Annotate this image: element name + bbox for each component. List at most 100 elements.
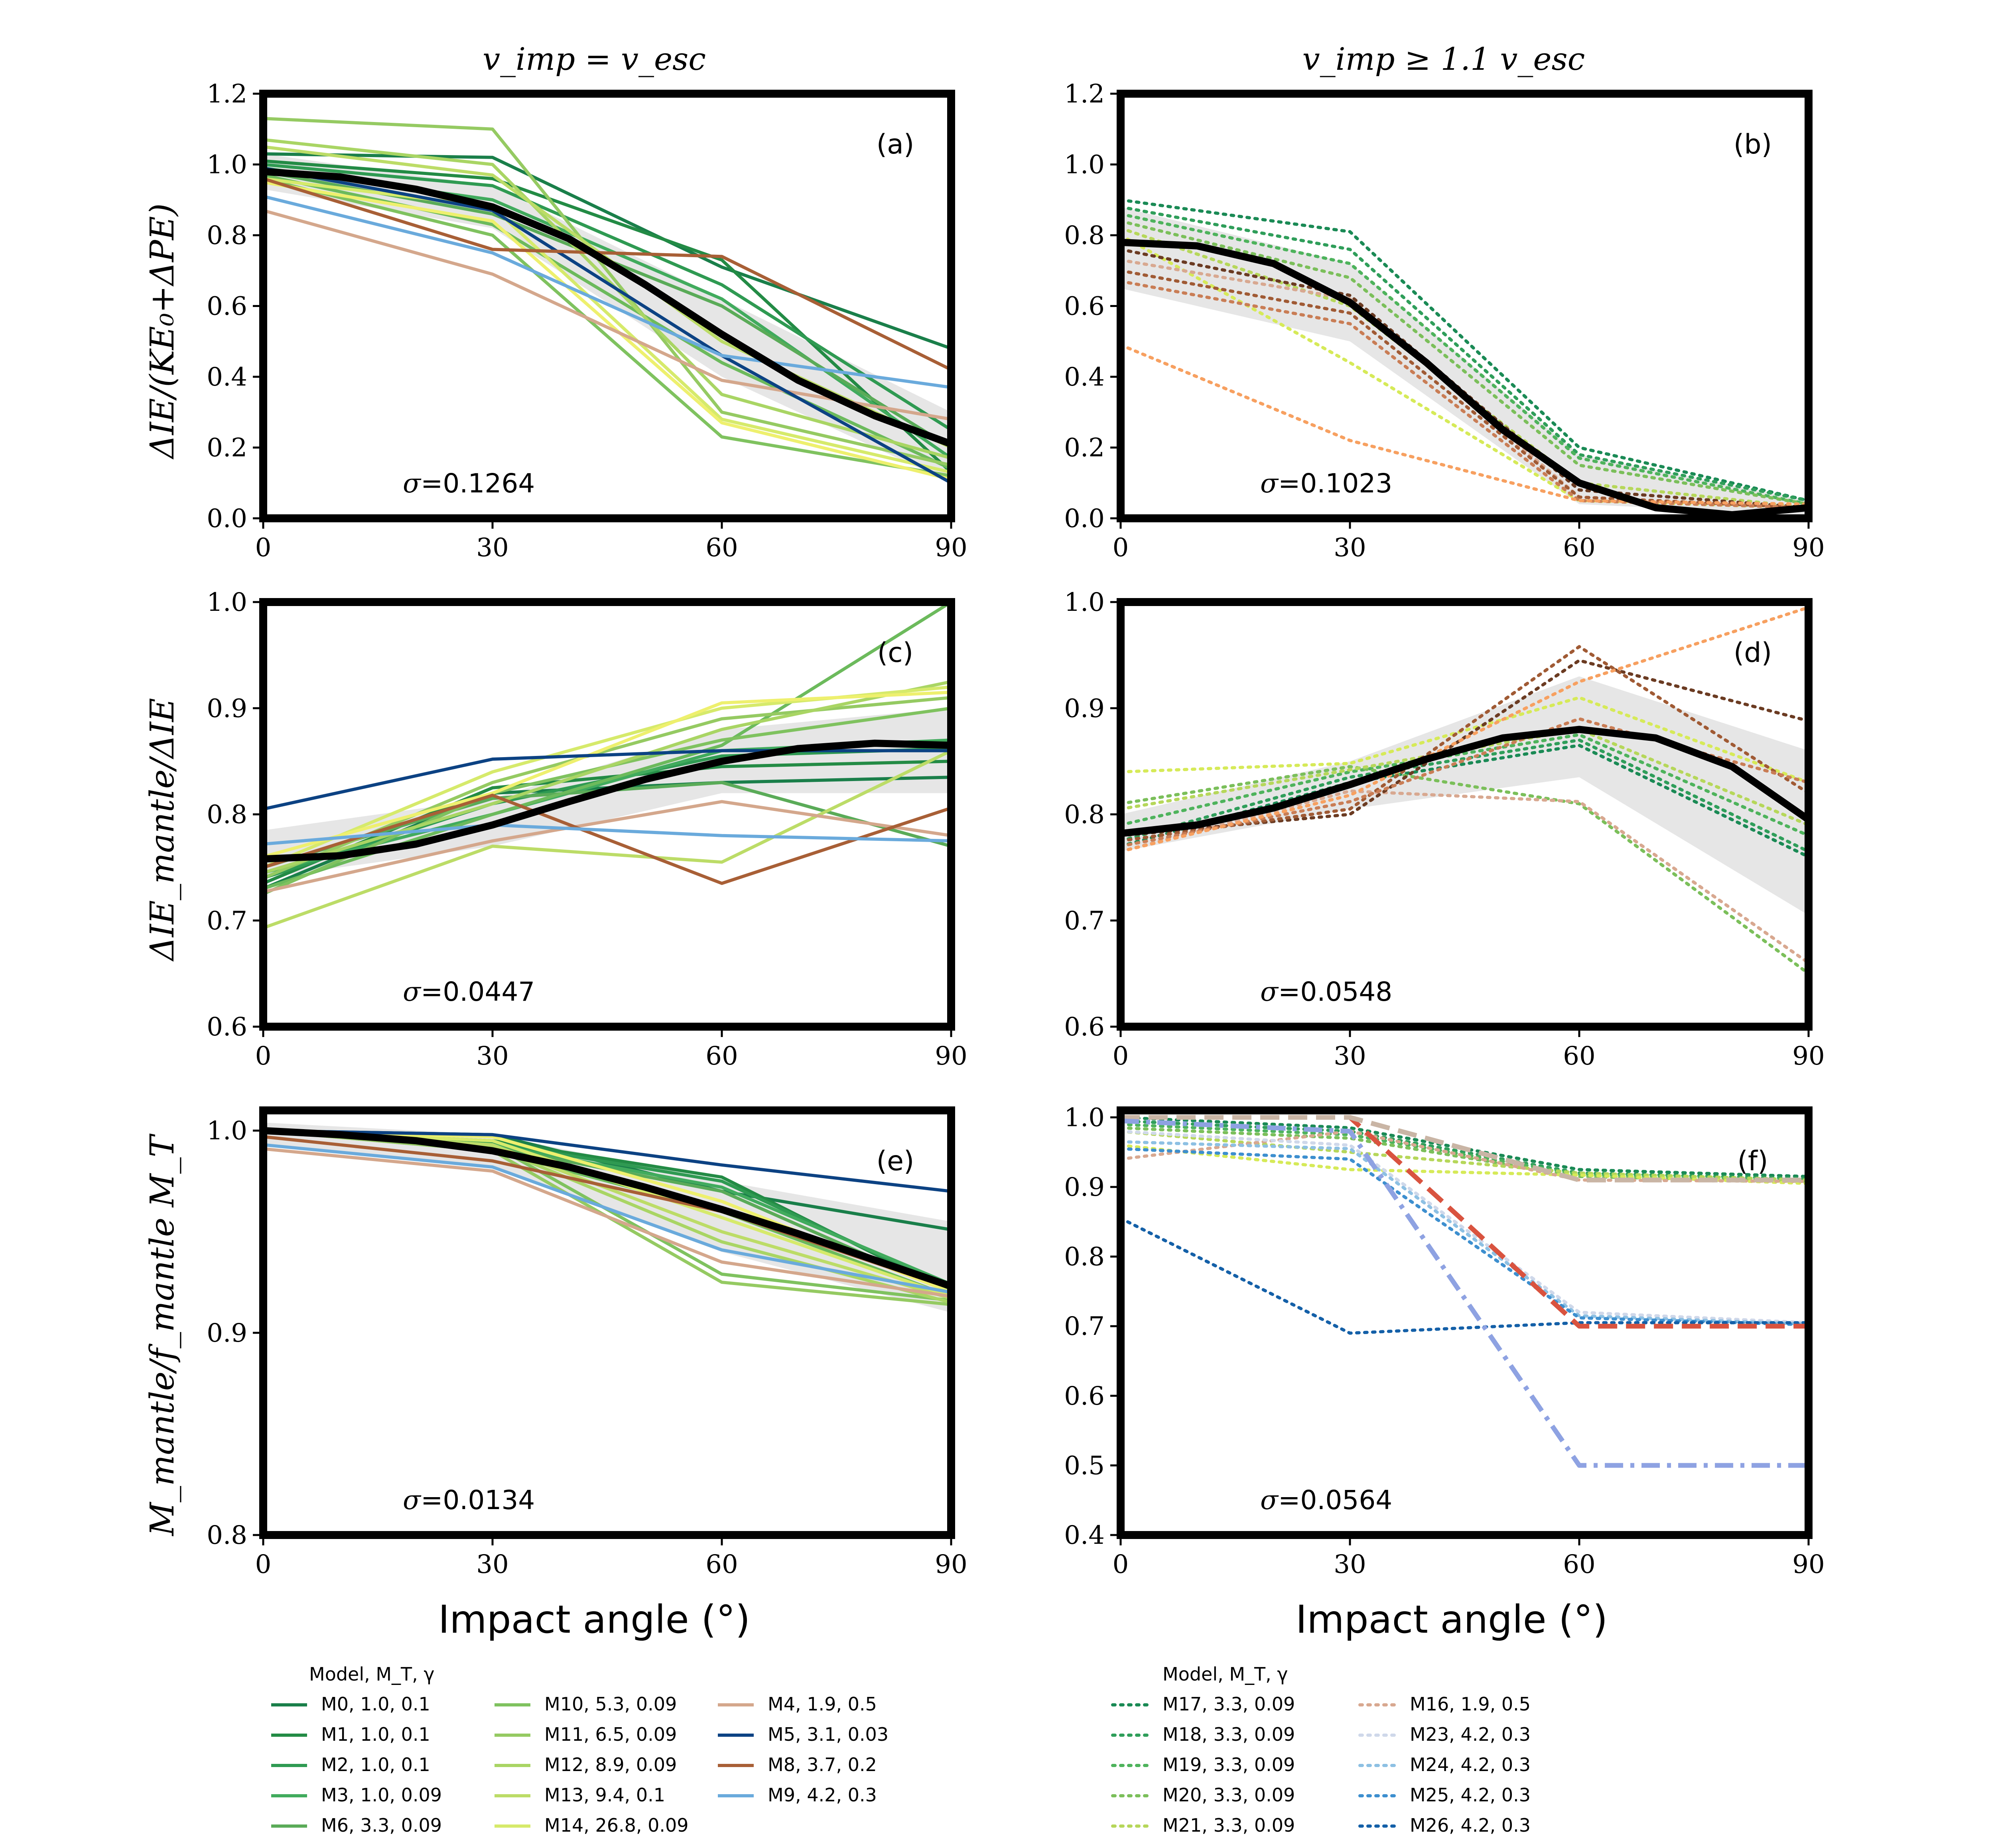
x-tick-label: 30: [1334, 533, 1366, 563]
y-tick-label: 0.6: [1064, 292, 1105, 321]
series-line-M20: [1121, 219, 1809, 506]
x-tick-label: 60: [705, 1041, 738, 1071]
y-tick-label: 0.9: [1064, 1173, 1105, 1202]
panel-c: 0 30 60 90 0.6 0.7 0.8 0.9 1.0 (c) σ=0.0447: [207, 588, 967, 1071]
x-tick-label: 30: [1334, 1550, 1366, 1579]
legend-label: M22, 3.3, 0.09: [1163, 1845, 1295, 1848]
legend-label: M12, 8.9, 0.09: [544, 1754, 677, 1775]
x-tick-label: 0: [1113, 1550, 1129, 1579]
legend-item-M13: M13, 9.4, 0.1: [495, 1784, 665, 1806]
y-tick-label: 0.4: [207, 362, 247, 392]
legend-left: Model, M_T, γ M0, 1.0, 0.1 M1, 1.0, 0.1 M2…: [271, 1663, 889, 1848]
axes-frame-b: [1117, 90, 1813, 522]
legend-item-M2: M2, 1.0, 0.1: [271, 1754, 430, 1775]
panel-d: 0 30 60 90 0.6 0.7 0.8 0.9 1.0 (d) σ=0.0548: [1064, 588, 1825, 1071]
legend-item-M3: M3, 1.0, 0.09: [271, 1784, 442, 1806]
y-tick-label: 0.8: [207, 800, 247, 830]
ylabel-row-3: M_mantle/f_mantle M_T: [144, 1134, 181, 1537]
series-line-M17: [1121, 198, 1809, 502]
y-tick-label: 0.8: [1064, 800, 1105, 830]
legend-right-title: Model, M_T, γ: [1163, 1663, 1288, 1685]
series-line-M9: [263, 823, 951, 846]
legend-item-M0: M0, 1.0, 0.1: [271, 1693, 430, 1715]
series-line-M18: [1121, 738, 1809, 853]
panel-label: (c): [877, 637, 913, 669]
series-line-M12: [263, 138, 951, 460]
legend-item-M20: M20, 3.3, 0.09: [1111, 1784, 1295, 1806]
legend-item-M12: M12, 8.9, 0.09: [495, 1754, 677, 1775]
uncertainty-band: [263, 154, 951, 483]
x-tick-label: 90: [935, 533, 967, 563]
y-tick-label: 0.6: [207, 292, 247, 321]
column-title-left: v_imp = v_esc: [483, 41, 706, 77]
series-line-M18: [1121, 205, 1809, 502]
x-tick-label: 30: [476, 1041, 508, 1071]
y-tick-label: 0.9: [1064, 694, 1105, 723]
legend-label: M24, 4.2, 0.3: [1410, 1754, 1531, 1775]
legend-label: M13, 9.4, 0.1: [544, 1784, 665, 1806]
legend-item-M4: M4, 1.9, 0.5: [718, 1693, 877, 1715]
y-tick-label: 0.7: [1064, 906, 1105, 936]
series-line-M5: [263, 749, 951, 811]
y-tick-label: 0.9: [207, 1319, 247, 1348]
x-tick-label: 90: [935, 1041, 967, 1071]
series-line-M21: [1121, 1130, 1809, 1182]
y-tick-label: 0.7: [1064, 1312, 1105, 1341]
series-line-M10: [263, 177, 951, 478]
series-line-M4: [263, 1147, 951, 1298]
series-line-M19: [1121, 733, 1809, 837]
legend-item-M6: M6, 3.3, 0.09: [271, 1815, 442, 1836]
series-line-M21: [1121, 728, 1809, 827]
y-tick-label: 0.8: [1064, 1242, 1105, 1272]
fit-curve: [263, 1127, 951, 1290]
panel-label: (e): [877, 1145, 914, 1177]
series-line-M20: [1121, 765, 1809, 975]
legend-item-M17: M17, 3.3, 0.09: [1111, 1693, 1295, 1715]
series-line-M8: [263, 793, 951, 885]
series-line-M9: [263, 195, 951, 389]
legend-right: Model, M_T, γ M17, 3.3, 0.09 M18, 3.3, 0.…: [1111, 1663, 1531, 1848]
series-line-M7: [263, 173, 951, 470]
series-line-brown3: [1121, 279, 1809, 510]
y-tick-label: 1.0: [1064, 150, 1105, 180]
legend-label: M26, 4.2, 0.3: [1410, 1815, 1531, 1836]
y-tick-label: 0.7: [207, 906, 247, 936]
series-line-M15: [263, 691, 951, 858]
x-tick-label: 0: [255, 1041, 272, 1071]
series-line-M22: [1121, 696, 1809, 784]
y-tick-label: 0.6: [1064, 1012, 1105, 1042]
y-tick-label: 1.0: [207, 150, 247, 180]
legend-item-M26: M26, 4.2, 0.3: [1358, 1815, 1531, 1836]
series-line-M12: [263, 680, 951, 874]
x-tick-label: 0: [1113, 533, 1129, 563]
y-tick-label: 0.9: [207, 694, 247, 723]
legend-label: M3, 1.0, 0.09: [321, 1784, 442, 1806]
legend-item-M1: M1, 1.0, 0.1: [271, 1724, 430, 1745]
legend-label: M21, 3.3, 0.09: [1163, 1815, 1295, 1836]
y-tick-label: 0.2: [207, 433, 247, 463]
y-tick-label: 1.0: [207, 1116, 247, 1146]
panel-e: 0 30 60 90 0.8 0.9 1.0 (e) σ=0.0134: [207, 1106, 967, 1579]
y-tick-label: 0.6: [207, 1012, 247, 1042]
series-line-brown1: [1121, 659, 1809, 837]
panel-a: 0 30 60 90 0.0 0.2 0.4 0.6 0.8 1.0 1.2 (a) σ=0.1264: [207, 79, 967, 563]
fit-curve: [263, 740, 951, 863]
legend-label: M17, 3.3, 0.09: [1163, 1693, 1295, 1715]
y-tick-label: 0.8: [207, 221, 247, 250]
panel-label: (b): [1734, 129, 1772, 160]
panels: 0 30 60 900.00.20.40.60.81.01.2(a)σ=0.12640…: [207, 79, 1825, 1579]
x-tick-label: 60: [1563, 1550, 1595, 1579]
x-tick-label: 90: [1792, 1041, 1825, 1071]
y-tick-label: 0.4: [1064, 362, 1105, 392]
ylabel-row-1: ΔIE/(KE₀+ΔPE): [144, 203, 181, 460]
xlabel-right: Impact angle (°): [1296, 1597, 1608, 1642]
xlabel-left: Impact angle (°): [438, 1597, 750, 1642]
legend-label: M9, 4.2, 0.3: [768, 1784, 877, 1806]
legend-item-M10: M10, 5.3, 0.09: [495, 1693, 677, 1715]
legend-item-M23: M23, 4.2, 0.3: [1358, 1724, 1531, 1745]
uncertainty-band: [263, 1122, 951, 1313]
sigma-label: σ=0.0134: [403, 1485, 535, 1515]
legend-item-M22: M22, 3.3, 0.09: [1163, 1845, 1295, 1848]
legend-label: M7, 3.3, 0.09: [321, 1845, 442, 1848]
fit-curve: [263, 168, 951, 448]
